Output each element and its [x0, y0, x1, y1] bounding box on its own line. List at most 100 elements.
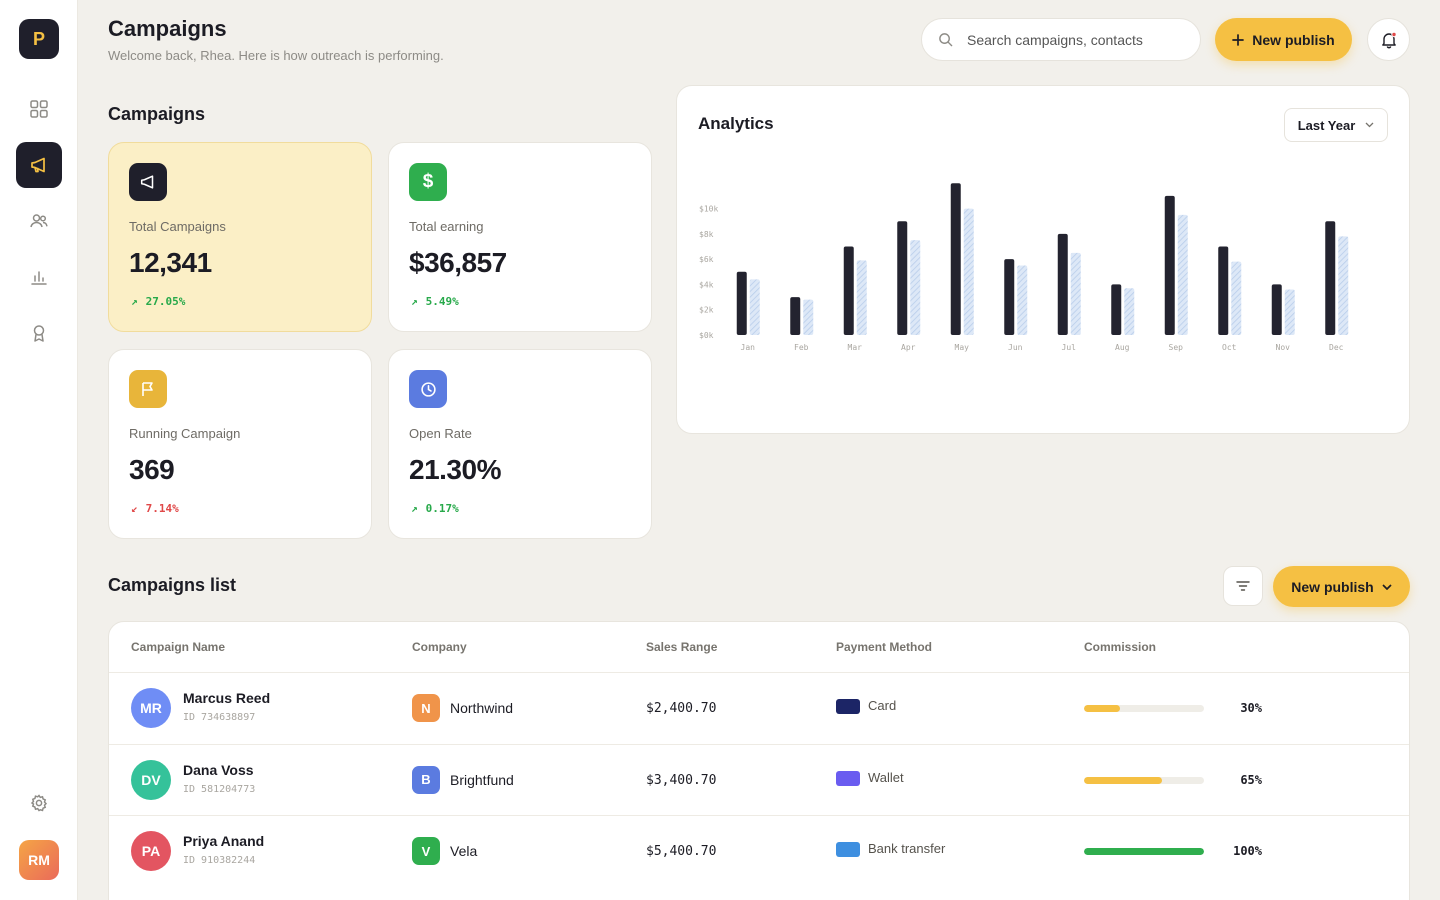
campaign-id: ID 910382244 — [183, 855, 256, 866]
commission-bar-fill — [1084, 705, 1120, 712]
app-logo[interactable]: P — [19, 19, 59, 59]
period-select[interactable]: Last Year — [1284, 108, 1388, 142]
commission-bar — [1084, 848, 1204, 855]
bar-primary[interactable] — [1218, 246, 1229, 336]
megaphone-icon — [140, 175, 154, 189]
avatar: MR — [131, 688, 171, 728]
sidebar-item-reports[interactable] — [16, 254, 62, 300]
bar-secondary[interactable] — [1070, 252, 1081, 335]
user-avatar[interactable]: RM — [19, 840, 59, 880]
company-name: Vela — [450, 843, 478, 859]
x-tick-label: Feb — [794, 343, 809, 352]
search-bar[interactable] — [921, 18, 1201, 61]
campaign-owner-name: Dana Voss — [183, 761, 254, 778]
table-row[interactable]: DV Dana Voss ID 581204773 B Brightfund $3,400… — [109, 743, 1409, 816]
bar-primary[interactable] — [950, 183, 961, 335]
analytics-title: Analytics — [698, 114, 774, 133]
card-icon-box: $ — [409, 163, 447, 201]
new-publish-button[interactable]: New publish — [1215, 18, 1352, 61]
bar-secondary[interactable] — [910, 240, 921, 335]
card-label: Open Rate — [409, 426, 472, 441]
card-value: 21.30% — [409, 454, 501, 485]
list-new-publish-button[interactable]: New publish — [1273, 566, 1410, 607]
settings-button[interactable] — [16, 780, 62, 826]
column-header-campaign-name[interactable]: Campaign Name — [131, 640, 226, 654]
bar-secondary[interactable] — [1017, 265, 1028, 335]
card-icon-box — [129, 370, 167, 408]
trend-up-icon: ↗ — [411, 295, 418, 308]
search-input[interactable] — [967, 31, 1187, 48]
bar-primary[interactable] — [843, 246, 854, 336]
plus-icon — [1232, 33, 1245, 46]
bar-secondary[interactable] — [963, 208, 974, 335]
bar-primary[interactable] — [1164, 195, 1175, 335]
table-row[interactable]: MR Marcus Reed ID 734638897 N Northwind $2,40… — [109, 672, 1409, 744]
bar-secondary[interactable] — [1338, 236, 1349, 335]
company-logo: N — [412, 694, 440, 722]
x-tick-label: Apr — [901, 343, 916, 352]
analytics-panel: Analytics Last Year $0k $2k $4k $6k $8k $10k … — [676, 85, 1410, 434]
campaign-id: ID 581204773 — [183, 783, 256, 795]
analytics-bar-chart: $0k $2k $4k $6k $8k $10k Jan Feb Mar Apr May Jun Ju… — [699, 183, 1349, 352]
sidebar-item-awards[interactable] — [16, 310, 62, 356]
column-header-sales-range[interactable]: Sales Range — [646, 640, 718, 654]
x-tick-label: Dec — [1329, 343, 1344, 352]
card-label: Total earning — [409, 219, 484, 234]
bar-secondary[interactable] — [856, 260, 867, 335]
bar-primary[interactable] — [1111, 284, 1122, 335]
x-tick-label: Sep — [1169, 343, 1184, 352]
bar-secondary[interactable] — [1284, 289, 1295, 335]
bar-primary[interactable] — [790, 297, 801, 335]
commission-percent: 30% — [1240, 701, 1262, 715]
notifications-button[interactable] — [1367, 18, 1410, 61]
y-tick-label: $8k — [699, 230, 714, 239]
filter-button[interactable] — [1223, 566, 1263, 606]
bar-primary[interactable] — [736, 271, 747, 335]
campaign-id: ID 734638897 — [183, 712, 256, 723]
y-tick-label: $0k — [699, 331, 714, 340]
stat-card-open-rate[interactable]: Open Rate 21.30% ↗ 0.17% — [388, 349, 652, 539]
list-new-publish-label: New publish — [1291, 578, 1374, 595]
column-header-commission[interactable]: Commission — [1084, 640, 1157, 654]
y-tick-label: $6k — [699, 255, 714, 264]
campaign-owner-name: Priya Anand — [183, 833, 265, 849]
commission-bar-fill — [1084, 776, 1162, 784]
bar-primary[interactable] — [1271, 284, 1282, 335]
campaigns-table: Campaign Name Company Sales Range Paymen… — [108, 621, 1410, 900]
payment-method-swatch — [836, 770, 860, 786]
clock-icon — [420, 381, 436, 397]
bar-primary[interactable] — [1057, 233, 1068, 335]
stat-card-total-campaigns[interactable]: Total Campaigns 12,341 ↗ 27.05% — [108, 142, 372, 332]
company-name: Brightfund — [450, 771, 514, 788]
table-row[interactable]: PA Priya Anand ID 910382244 V Vela $5,400.70 B… — [109, 815, 1409, 887]
x-tick-label: Mar — [848, 343, 863, 352]
bar-secondary[interactable] — [749, 279, 760, 335]
bar-secondary[interactable] — [1177, 214, 1188, 335]
sidebar-item-dashboard[interactable] — [16, 86, 62, 132]
users-icon — [30, 214, 48, 228]
bar-secondary[interactable] — [803, 299, 814, 335]
y-tick-label: $2k — [699, 306, 714, 315]
stat-card-running-campaign[interactable]: Running Campaign 369 ↙ 7.14% — [108, 349, 372, 539]
column-header-company[interactable]: Company — [412, 640, 467, 654]
x-tick-label: Jul — [1062, 343, 1077, 352]
sidebar-item-campaigns[interactable] — [16, 142, 62, 188]
bar-secondary[interactable] — [1231, 261, 1242, 335]
card-change: ↗ 27.05% — [131, 295, 185, 308]
bar-secondary[interactable] — [1124, 288, 1135, 335]
column-header-payment-method[interactable]: Payment Method — [836, 640, 933, 654]
bar-primary[interactable] — [1325, 221, 1336, 335]
x-tick-label: Jun — [1008, 343, 1023, 352]
bar-chart-icon — [31, 271, 47, 285]
list-section-title: Campaigns list — [108, 575, 237, 595]
avatar: PA — [131, 831, 171, 871]
bar-primary[interactable] — [1004, 259, 1015, 335]
payment-method-label: Wallet — [868, 769, 904, 785]
stat-card-total-earning[interactable]: $ Total earning $36,857 ↗ 5.49% — [388, 142, 652, 332]
trend-up-icon: ↗ — [411, 502, 418, 515]
sidebar-item-contacts[interactable] — [16, 198, 62, 244]
chevron-down-icon — [1382, 583, 1392, 590]
trend-down-icon: ↙ — [131, 502, 138, 515]
bar-primary[interactable] — [897, 221, 908, 335]
commission-bar-fill — [1084, 848, 1204, 855]
